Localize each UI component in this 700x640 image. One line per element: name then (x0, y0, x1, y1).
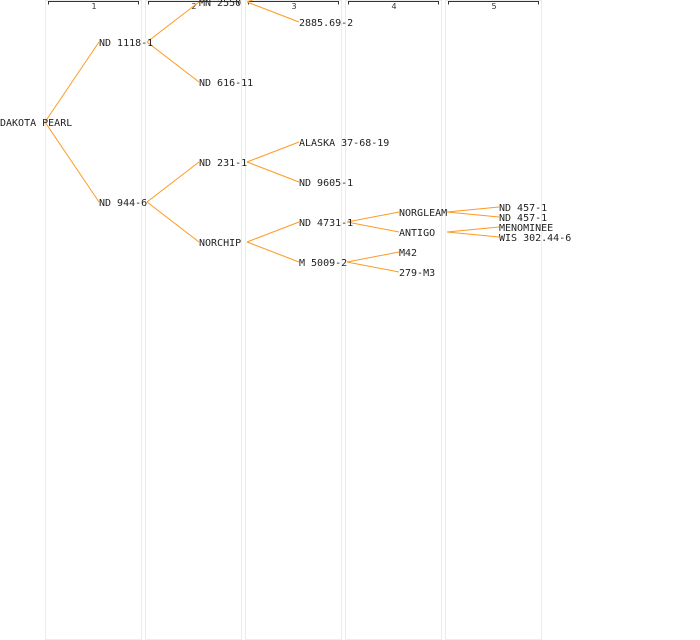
ancestor-node: ND 231-1 (199, 158, 247, 169)
ancestor-node: WIS 302.44-6 (499, 233, 571, 244)
parent-link (246, 241, 300, 263)
generation-label: 3 (291, 2, 296, 11)
parent-link (446, 231, 500, 238)
generation-column (345, 0, 442, 640)
parent-link (146, 201, 200, 243)
ancestor-node: MN 2550 (199, 0, 241, 9)
ancestor-node: M42 (399, 248, 417, 259)
generation-label: 2 (191, 2, 196, 11)
generation-column (145, 0, 242, 640)
generation-column (45, 0, 142, 640)
parent-link (446, 211, 500, 218)
pedigree-edges (44, 0, 500, 273)
ancestor-node: ND 4731-1 (299, 218, 353, 229)
parent-link (246, 141, 300, 163)
parent-link (246, 1, 300, 23)
parent-link (346, 221, 400, 233)
parent-link (146, 41, 200, 83)
generation-bracket (448, 1, 539, 5)
generation-bracket (148, 1, 239, 5)
ancestor-node: ND 457-1 (499, 213, 547, 224)
ancestor-node: 2885.69-2 (299, 18, 353, 29)
root-variety: DAKOTA PEARL (0, 118, 72, 129)
parent-link (446, 226, 500, 233)
ancestor-node: MENOMINEE (499, 223, 553, 234)
generation-label: 1 (91, 2, 96, 11)
parent-link (146, 161, 200, 203)
ancestor-node: ANTIGO (399, 228, 435, 239)
parent-link (446, 206, 500, 213)
ancestor-node: NORCHIP (199, 238, 241, 249)
ancestor-node: ALASKA 37-68-19 (299, 138, 389, 149)
generation-column (445, 0, 542, 640)
ancestor-node: M 5009-2 (299, 258, 347, 269)
parent-link (246, 161, 300, 183)
parent-link (346, 251, 400, 263)
parent-link (44, 121, 100, 203)
generation-label: 5 (491, 2, 496, 11)
parent-link (246, 221, 300, 243)
parent-link (146, 1, 200, 43)
ancestor-node: ND 9605-1 (299, 178, 353, 189)
generation-column (245, 0, 342, 640)
parent-link (44, 41, 100, 123)
ancestor-node: 279-M3 (399, 268, 435, 279)
parent-link (346, 211, 400, 223)
ancestor-node: ND 457-1 (499, 203, 547, 214)
generation-bracket (48, 1, 139, 5)
generation-label: 4 (391, 2, 396, 11)
parent-link (346, 261, 400, 273)
ancestor-node: ND 1118-1 (99, 38, 153, 49)
generation-bracket (348, 1, 439, 5)
ancestor-node: ND 944-6 (99, 198, 147, 209)
generation-columns: 1 2 3 4 5 (45, 0, 542, 640)
ancestor-node: NORGLEAM (399, 208, 447, 219)
ancestor-node: ND 616-11 (199, 78, 253, 89)
